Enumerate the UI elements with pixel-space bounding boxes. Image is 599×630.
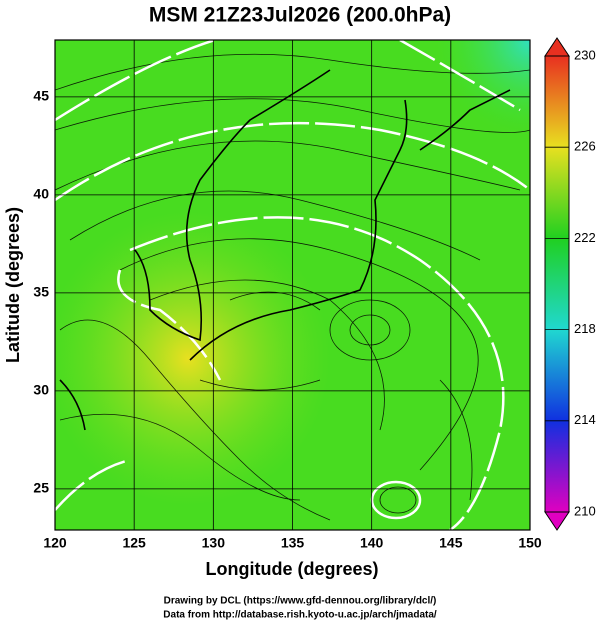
x-tick-label: 140 [360,535,384,551]
y-tick-label: 40 [33,186,49,202]
colorbar [544,55,570,513]
plot-frame [54,39,531,531]
x-tick-label: 145 [439,535,463,551]
x-tick-label: 125 [122,535,146,551]
x-axis-label: Longitude (degrees) [205,559,378,579]
colorbar-tick-label: 214 [574,412,596,427]
x-tick-label: 120 [43,535,67,551]
y-tick-label: 30 [33,382,49,398]
x-tick-label: 150 [518,535,542,551]
colorbar-tick-label: 222 [574,230,596,245]
footer-line: Drawing by DCL (https://www.gfd-dennou.o… [164,596,437,607]
colorbar-extend [544,511,570,531]
x-tick-label: 135 [281,535,305,551]
colorbar-extend [544,37,570,57]
colorbar-tick-label: 218 [574,321,596,336]
x-tick-label: 130 [202,535,226,551]
y-tick-label: 25 [33,480,49,496]
y-tick-label: 35 [33,284,49,300]
title: MSM 21Z23Jul2026 (200.0hPa) [149,4,451,27]
footer-line: Data from http://database.rish.kyoto-u.a… [163,610,437,621]
y-tick-label: 45 [33,88,49,104]
colorbar-tick-label: 210 [574,503,596,518]
colorbar-tick-label: 226 [574,139,596,154]
y-axis-label: Latitude (degrees) [3,207,23,363]
colorbar-tick-label: 230 [574,47,596,62]
